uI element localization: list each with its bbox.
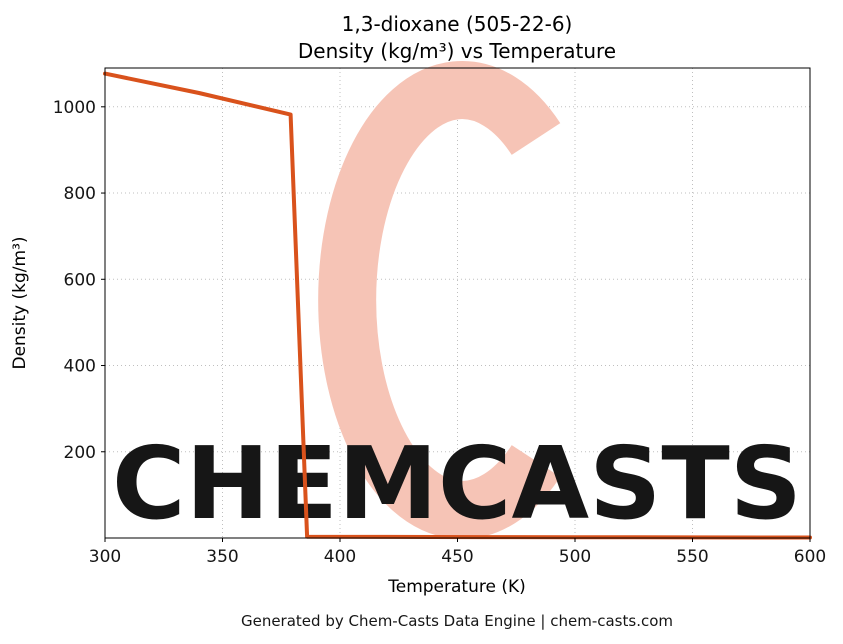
chart-title: 1,3-dioxane (505-22-6) [342,12,573,36]
footer-credit: Generated by Chem-Casts Data Engine | ch… [241,612,673,630]
y-tick-label: 800 [64,184,96,204]
x-tick-label: 400 [324,547,356,567]
y-tick-label: 400 [64,357,96,377]
x-tick-label: 450 [441,547,473,567]
x-axis-label: Temperature (K) [387,577,526,597]
x-tick-label: 500 [559,547,591,567]
watermark-c-icon [318,61,561,539]
chart-subtitle: Density (kg/m³) vs Temperature [298,39,616,63]
x-tick-label: 550 [676,547,708,567]
y-tick-label: 200 [64,443,96,463]
series-density [103,71,812,540]
tick-labels: 300 350 400 450 500 550 600 200 400 600 800 1000 [53,98,826,567]
y-tick-label: 600 [64,270,96,290]
x-tick-label: 350 [206,547,238,567]
watermark-text: CHEMCASTS [112,425,802,542]
density-line-series [103,71,812,540]
axes [101,67,811,542]
x-tick-label: 600 [794,547,826,567]
x-tick-label: 300 [89,547,121,567]
y-tick-label: 1000 [53,98,96,118]
y-axis-label: Density (kg/m³) [10,236,30,369]
